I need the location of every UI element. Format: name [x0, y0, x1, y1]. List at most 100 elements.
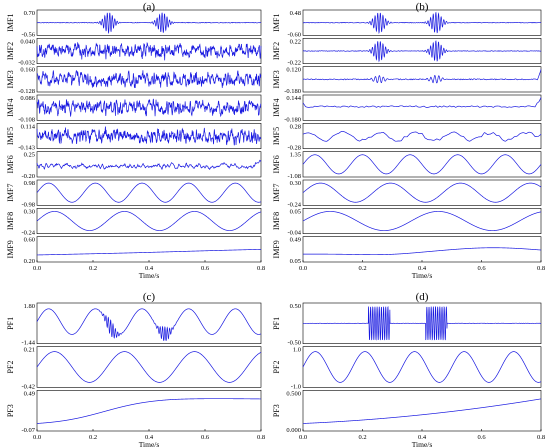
y-tick-bottom: -1.44 — [21, 340, 35, 347]
signal-line — [302, 182, 542, 203]
y-axis-label: PF3 — [6, 404, 15, 417]
axes-frame — [302, 346, 542, 388]
subplot-imf1: IMF1 0.48 -0.60 — [272, 9, 542, 38]
y-axis-label: IMF3 — [272, 70, 281, 88]
signal-line — [36, 159, 262, 170]
y-tick-top: 0.25 — [24, 152, 35, 159]
subplot-imf8: IMF8 0.30 -0.24 — [6, 208, 262, 237]
subplot-pf2: PF2 0.21 -0.42 — [6, 346, 262, 390]
axes-frame — [302, 236, 542, 263]
subplot-imf6: IMF6 0.25 -0.20 — [6, 151, 262, 180]
panel-title: (c) — [143, 291, 156, 303]
subplot-imf3: IMF3 0.160 -0.128 — [6, 66, 262, 95]
axes-frame — [36, 151, 262, 178]
y-tick-top: 0.086 — [20, 95, 35, 102]
subplot-imf4: IMF4 0.086 -0.108 — [6, 94, 262, 123]
y-tick-bottom: -0.98 — [21, 201, 35, 208]
axes-frame — [302, 94, 542, 121]
x-tick-label: 0.0 — [299, 265, 307, 272]
x-tick-label: 0.6 — [201, 434, 210, 441]
axes-frame — [36, 236, 262, 263]
y-axis-label: IMF7 — [272, 184, 281, 202]
x-tick-label: 0.2 — [89, 265, 97, 272]
y-axis-label: IMF9 — [6, 240, 15, 258]
x-tick-label: 0.4 — [145, 265, 154, 272]
panel-c: (c)PF11.80-1.44PF20.21-0.42PF30.49-0.070… — [6, 291, 265, 448]
signal-line — [302, 40, 542, 63]
subplot-imf5: IMF5 0.28 -0.28 — [272, 123, 542, 152]
signal-line — [36, 351, 262, 383]
x-tick-label: 0.8 — [257, 434, 265, 441]
signal-line — [302, 97, 542, 108]
y-tick-top: 0.21 — [24, 347, 35, 354]
axes-frame — [36, 179, 262, 206]
y-tick-bottom: -0.04 — [287, 230, 301, 237]
y-tick-top: 0.49 — [24, 390, 35, 397]
y-tick-top: 0.120 — [286, 67, 301, 74]
subplot-imf2: IMF2 0.040 -0.032 — [6, 38, 262, 67]
subplot-imf5: IMF5 0.114 -0.143 — [6, 123, 262, 152]
x-tick-label: 0.2 — [358, 265, 366, 272]
y-axis-label: PF3 — [272, 404, 281, 417]
signal-line — [36, 98, 262, 118]
y-axis-label: IMF8 — [6, 212, 15, 230]
y-tick-bottom: -0.56 — [21, 31, 35, 38]
subplot-imf1: IMF1 0.70 -0.56 — [6, 9, 262, 38]
x-tick-label: 0.6 — [201, 265, 210, 272]
subplot-imf3: IMF3 0.120 -0.180 — [272, 66, 542, 95]
x-tick-label: 0.2 — [358, 434, 366, 441]
y-tick-top: 1.35 — [290, 152, 301, 159]
axes-frame — [36, 66, 262, 93]
axes-frame — [36, 302, 262, 344]
y-tick-bottom: 0.05 — [290, 258, 301, 265]
y-tick-bottom: -0.143 — [18, 145, 35, 152]
x-axis: 0.0 0.2 0.4 0.6 0.8 Time/s — [299, 260, 545, 280]
signal-line — [36, 70, 262, 89]
subplot-imf7: IMF7 0.98 -0.98 — [6, 179, 262, 208]
subplot-imf8: IMF8 0.05 -0.04 — [272, 208, 542, 237]
y-tick-bottom: -0.24 — [287, 201, 301, 208]
x-tick-label: 0.8 — [257, 265, 265, 272]
signal-line — [36, 182, 262, 203]
y-tick-top: 0.28 — [290, 123, 301, 130]
signal-line — [36, 308, 262, 341]
x-tick-label: 0.8 — [537, 434, 545, 441]
subplot-pf2: PF2 1.0 -1.0 — [272, 346, 542, 390]
y-axis-label: IMF9 — [272, 240, 281, 258]
y-axis-label: IMF4 — [6, 99, 15, 117]
y-tick-bottom: -0.28 — [287, 145, 301, 152]
y-tick-bottom: -0.180 — [284, 116, 301, 123]
panel-title: (d) — [416, 291, 429, 303]
signal-line — [302, 11, 542, 35]
y-tick-top: 1.0 — [293, 347, 301, 354]
y-tick-bottom: -0.24 — [21, 230, 35, 237]
x-tick-label: 0.2 — [89, 434, 97, 441]
panel-b: (b) IMF1 0.48 -0.60 IMF2 0.22 -0.22 IMF3 0.120 -0… — [272, 1, 545, 280]
y-axis-label: PF1 — [6, 317, 15, 330]
x-tick-label: 0.0 — [33, 265, 41, 272]
y-tick-top: 0.22 — [290, 38, 301, 45]
y-tick-bottom: -0.128 — [18, 88, 35, 95]
signal-line — [37, 249, 262, 256]
x-axis-label: Time/s — [412, 440, 433, 448]
y-tick-bottom: -0.22 — [287, 60, 301, 67]
y-tick-top: 0.49 — [290, 237, 301, 244]
axes-frame — [36, 123, 262, 149]
y-axis-label: IMF1 — [272, 14, 281, 32]
y-tick-top: 0.50 — [290, 303, 301, 310]
y-tick-top: 0.98 — [24, 180, 35, 187]
y-tick-bottom: -0.60 — [287, 31, 301, 38]
axes-frame — [36, 94, 262, 121]
x-axis-label: Time/s — [412, 271, 433, 280]
y-tick-bottom: 0.20 — [24, 258, 35, 265]
x-axis: 0.0 0.2 0.4 0.6 0.8 Time/s — [33, 429, 265, 448]
subplot-imf4: IMF4 0.144 -0.180 — [272, 94, 542, 123]
y-tick-top: 0.30 — [290, 180, 301, 187]
x-tick-label: 0.0 — [33, 434, 41, 441]
y-tick-top: 0.05 — [290, 208, 301, 215]
axes-frame — [36, 390, 262, 432]
signal-line — [36, 41, 262, 61]
y-tick-top: 0.144 — [286, 95, 301, 102]
subplot-imf2: IMF2 0.22 -0.22 — [272, 38, 542, 67]
